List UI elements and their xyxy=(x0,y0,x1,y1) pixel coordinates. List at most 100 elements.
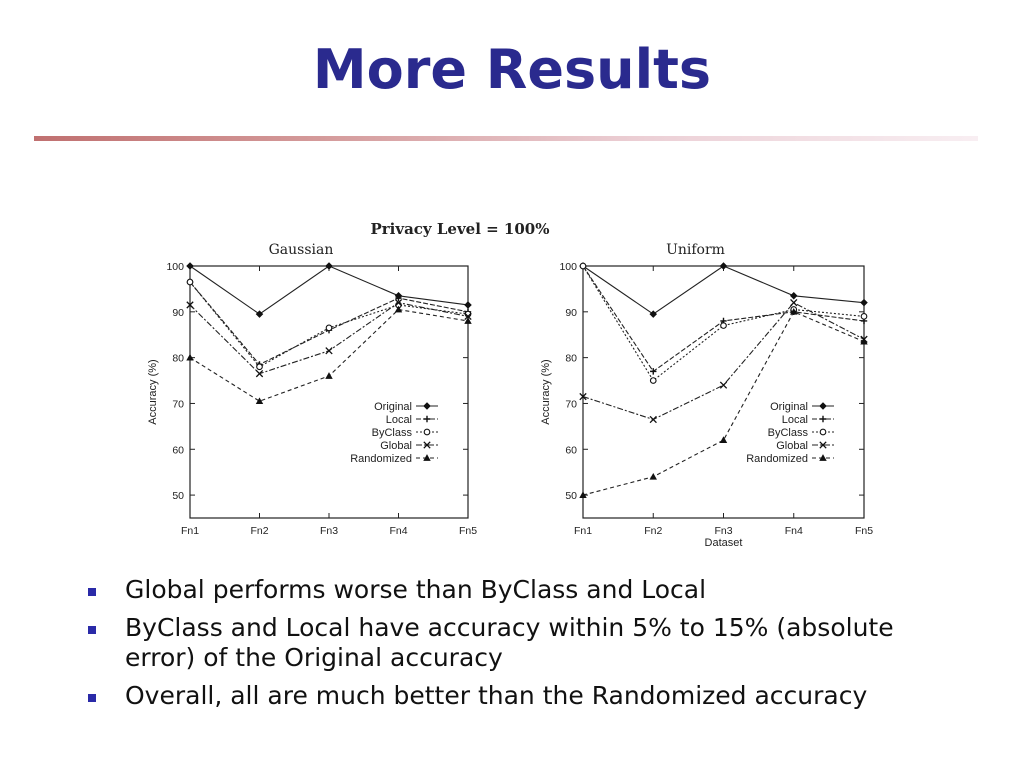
data-point-randomized xyxy=(719,436,728,443)
slide-title: More Results xyxy=(312,38,712,101)
x-tick-label: Fn4 xyxy=(389,525,407,537)
data-point-original xyxy=(789,292,798,300)
series-line-randomized xyxy=(582,311,865,496)
data-point-original xyxy=(464,301,472,309)
bullet-square-icon xyxy=(88,694,96,702)
bullet-square-icon xyxy=(88,626,96,634)
data-point-original xyxy=(325,262,333,270)
x-tick-label: Fn5 xyxy=(459,525,477,537)
legend-label-byclass: ByClass xyxy=(768,427,809,439)
legend-marker-global xyxy=(819,441,827,449)
data-point-byclass xyxy=(256,363,263,371)
bullet-item: Global performs worse than ByClass and L… xyxy=(88,575,968,605)
data-point-global xyxy=(719,381,728,389)
data-point-local xyxy=(650,368,657,375)
data-point-randomized xyxy=(860,337,868,345)
plot-frame xyxy=(582,265,865,519)
data-point-global xyxy=(649,415,657,424)
x-tick-label: Fn1 xyxy=(181,525,199,537)
data-point-original xyxy=(649,310,658,318)
y-tick-label: 100 xyxy=(166,261,184,273)
y-tick-label: 70 xyxy=(172,398,184,410)
legend-label-original: Original xyxy=(770,401,808,413)
data-point-byclass xyxy=(860,313,868,320)
legend-marker-randomized xyxy=(423,454,431,461)
series-line-global xyxy=(189,302,469,375)
data-point-randomized xyxy=(464,317,472,324)
y-tick-label: 60 xyxy=(565,444,577,456)
data-point-randomized xyxy=(325,372,333,379)
data-point-byclass xyxy=(720,322,727,329)
legend-marker-original xyxy=(423,402,431,410)
figure-suptitle: Privacy Level = 100% xyxy=(370,220,549,238)
series-line-original xyxy=(582,265,865,315)
title-divider xyxy=(34,136,978,141)
legend-label-randomized: Randomized xyxy=(746,453,808,465)
data-point-byclass xyxy=(579,262,587,270)
x-tick-label: Fn2 xyxy=(644,525,662,537)
y-tick-label: 80 xyxy=(565,353,577,365)
data-point-byclass xyxy=(325,324,333,332)
data-point-global xyxy=(394,298,403,307)
bullet-text: Overall, all are much better than the Ra… xyxy=(125,681,868,710)
legend-marker-randomized xyxy=(819,454,827,461)
data-point-randomized xyxy=(255,397,264,405)
x-tick-label: Fn4 xyxy=(785,525,803,537)
y-tick-label: 90 xyxy=(565,307,577,319)
y-tick-label: 70 xyxy=(565,398,577,410)
figure-privacy-level: Privacy Level = 100% Gaussian 50 60 70 80 90 1… xyxy=(140,212,880,557)
data-point-local xyxy=(395,294,402,302)
data-point-original xyxy=(719,262,728,270)
legend-marker-local xyxy=(819,415,827,423)
x-tick-label: Fn5 xyxy=(855,525,873,537)
series-line-randomized xyxy=(189,308,469,402)
legend-label-original: Original xyxy=(374,401,412,413)
series-line-byclass xyxy=(582,265,865,382)
data-point-original xyxy=(255,310,264,318)
data-point-byclass xyxy=(649,377,657,384)
bullet-item: Overall, all are much better than the Ra… xyxy=(88,681,968,711)
bullet-item: ByClass and Local have accuracy within 5… xyxy=(88,613,968,673)
legend-label-global: Global xyxy=(380,440,412,452)
data-point-global xyxy=(186,301,194,309)
chart-title: Gaussian xyxy=(269,242,334,258)
x-tick-label: Fn2 xyxy=(250,525,268,537)
data-point-byclass xyxy=(186,278,194,286)
legend-label-local: Local xyxy=(782,414,808,426)
legend-marker-byclass xyxy=(819,428,827,436)
y-tick-label: 60 xyxy=(172,444,184,456)
y-tick-label: 50 xyxy=(172,490,184,502)
data-point-randomized xyxy=(394,305,403,313)
y-tick-label: 50 xyxy=(565,490,577,502)
legend-marker-local xyxy=(423,415,431,423)
x-axis-label: Dataset xyxy=(705,537,743,549)
y-tick-label: 100 xyxy=(559,261,577,273)
data-point-global xyxy=(464,312,472,321)
data-point-randomized xyxy=(790,308,798,315)
bullet-square-icon xyxy=(88,588,96,596)
data-point-randomized xyxy=(649,472,657,480)
data-point-randomized xyxy=(579,491,587,498)
data-point-global xyxy=(325,347,333,355)
charts-svg: Privacy Level = 100% Gaussian 50 60 70 80 90 1… xyxy=(147,220,873,549)
chart-title: Uniform xyxy=(666,242,725,258)
y-tick-label: 90 xyxy=(172,307,184,319)
legend-label-local: Local xyxy=(386,414,412,426)
data-point-original xyxy=(186,262,194,270)
chart-uniform: Uniform 50 60 70 80 90 100 Fn1 Fn2 Fn3 Fn4 Fn5 Accur… xyxy=(540,242,873,549)
series-line-original xyxy=(189,265,469,315)
legend-marker-byclass xyxy=(423,428,431,436)
data-point-global xyxy=(255,370,264,378)
data-point-randomized xyxy=(186,353,194,361)
x-tick-label: Fn3 xyxy=(320,525,338,537)
y-axis-label: Accuracy (%) xyxy=(147,359,159,424)
data-point-global xyxy=(790,298,798,307)
legend-marker-global xyxy=(423,441,431,449)
bullet-text: ByClass and Local have accuracy within 5… xyxy=(125,613,894,672)
x-tick-label: Fn3 xyxy=(714,525,732,537)
data-point-global xyxy=(579,392,587,401)
bullet-list: Global performs worse than ByClass and L… xyxy=(88,575,968,719)
legend-marker-original xyxy=(819,402,827,410)
y-tick-label: 80 xyxy=(172,353,184,365)
data-point-original xyxy=(860,298,868,307)
